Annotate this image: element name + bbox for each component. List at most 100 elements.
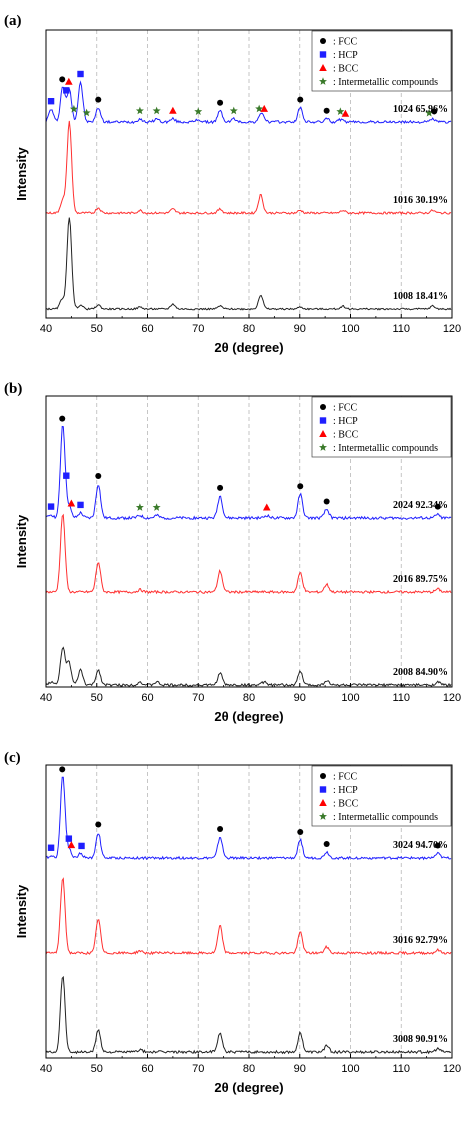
pattern-3024	[45, 776, 452, 861]
x-tick-label: 100	[341, 323, 359, 335]
bcc-marker	[262, 503, 271, 511]
hcp-marker	[77, 501, 84, 509]
panel-a: 1024 65.96% 1016 30.19% 1008 18.41% 40 50 60 7…	[4, 13, 461, 355]
hcp-marker	[47, 844, 55, 851]
bcc-marker	[341, 109, 350, 117]
hcp-marker	[63, 87, 70, 94]
hcp-marker	[319, 51, 327, 58]
x-tick-label: 110	[392, 323, 410, 335]
hcp-marker	[65, 835, 73, 842]
legend: : FCC: HCP: BCC: Intermetallic compounds	[311, 396, 452, 458]
intermetallic-marker	[194, 107, 203, 115]
legend-label: : BCC	[333, 430, 359, 441]
x-tick-label: 90	[294, 1063, 306, 1075]
x-tick-label: 60	[141, 1063, 153, 1075]
fcc-marker	[95, 473, 102, 479]
hcp-marker	[78, 842, 85, 850]
intermetallic-marker	[319, 77, 327, 85]
fcc-marker	[217, 99, 224, 106]
legend-box	[311, 396, 452, 458]
intermetallic-marker	[255, 104, 264, 113]
fcc-marker	[431, 108, 438, 115]
panel-label: (c)	[4, 750, 21, 766]
legend-box	[311, 30, 452, 92]
hcp-marker	[47, 503, 55, 510]
x-tick-label: 40	[40, 1063, 52, 1075]
fcc-marker	[297, 829, 304, 835]
x-tick-label: 110	[392, 692, 410, 704]
intermetallic-marker	[319, 443, 327, 451]
x-tick-label: 70	[192, 1063, 204, 1075]
hcp-marker	[77, 70, 84, 78]
x-tick-label: 50	[91, 1063, 103, 1075]
intermetallic-marker	[135, 106, 144, 115]
fcc-marker	[320, 773, 326, 779]
hcp-marker	[319, 786, 327, 793]
bcc-marker	[319, 64, 327, 71]
intermetallic-marker	[152, 503, 161, 511]
fcc-marker	[323, 841, 330, 847]
fcc-marker	[323, 107, 330, 114]
sample-label-3008: 3008 90.91%	[393, 1034, 448, 1045]
legend: : FCC : HCP : BCC : Intermetallic compounds	[311, 765, 452, 827]
legend-label: : FCC	[333, 772, 358, 783]
fcc-marker	[323, 498, 330, 505]
bcc-marker	[67, 841, 76, 849]
sample-label-2024: 2024 92.34%	[393, 500, 448, 511]
legend: : FCC: HCP: BCC: Intermetallic compounds	[311, 30, 452, 92]
x-axis-title: 2θ (degree)	[214, 709, 283, 724]
pattern-3008	[45, 975, 452, 1055]
sample-label-2008: 2008 84.90%	[393, 667, 448, 678]
x-tick-label: 110	[392, 1063, 410, 1075]
x-tick-label: 90	[294, 323, 306, 335]
fcc-marker	[320, 404, 326, 410]
legend-label: : BCC	[333, 64, 359, 75]
legend-label: : Intermetallic compounds	[333, 443, 438, 454]
y-axis-title: Intensity	[14, 884, 29, 938]
intermetallic-marker	[319, 812, 327, 820]
pattern-3016	[45, 877, 452, 956]
sample-label-1024: 1024 65.96%	[393, 104, 448, 115]
fcc-marker	[95, 821, 102, 828]
x-tick-label: 70	[192, 692, 204, 704]
panel-c: 3024 94.70% 3016 92.79% 3008 90.91% 40 50 60 7…	[4, 750, 461, 1095]
x-tick-label: 120	[443, 1063, 461, 1075]
bcc-marker	[319, 430, 327, 437]
legend-box	[311, 765, 452, 827]
x-tick-label: 50	[91, 692, 103, 704]
x-tick-label: 80	[243, 323, 255, 335]
x-tick-label: 100	[341, 1063, 359, 1075]
fcc-marker	[434, 842, 441, 849]
fcc-marker	[59, 415, 66, 422]
y-axis-title: Intensity	[14, 147, 29, 201]
x-tick-label: 60	[141, 323, 153, 335]
x-tick-label: 120	[443, 323, 461, 335]
bcc-marker	[67, 499, 76, 507]
pattern-1024	[45, 80, 452, 125]
y-axis-title: Intensity	[14, 514, 29, 568]
legend-label: : BCC	[333, 799, 359, 810]
fcc-marker	[59, 76, 66, 83]
intermetallic-marker	[425, 108, 434, 117]
x-axis-title: 2θ (degree)	[214, 1080, 283, 1095]
x-tick-label: 50	[91, 323, 103, 335]
pattern-2008	[45, 646, 452, 688]
fcc-marker	[217, 826, 224, 832]
legend-label: : HCP	[333, 50, 358, 61]
legend-label: : HCP	[333, 785, 358, 796]
fcc-marker	[320, 38, 326, 44]
intermetallic-marker	[69, 104, 78, 113]
legend-label: : Intermetallic compounds	[333, 812, 438, 823]
fcc-marker	[434, 503, 441, 510]
intermetallic-marker	[229, 106, 238, 115]
sample-label-2016: 2016 89.75%	[393, 574, 448, 585]
x-tick-label: 80	[243, 692, 255, 704]
hcp-marker	[63, 472, 70, 479]
legend-label: : FCC	[333, 37, 358, 48]
bcc-marker	[319, 799, 327, 806]
legend-label: : FCC	[333, 403, 358, 414]
pattern-1008	[45, 217, 452, 311]
intermetallic-marker	[135, 503, 144, 511]
x-tick-label: 90	[294, 692, 306, 704]
